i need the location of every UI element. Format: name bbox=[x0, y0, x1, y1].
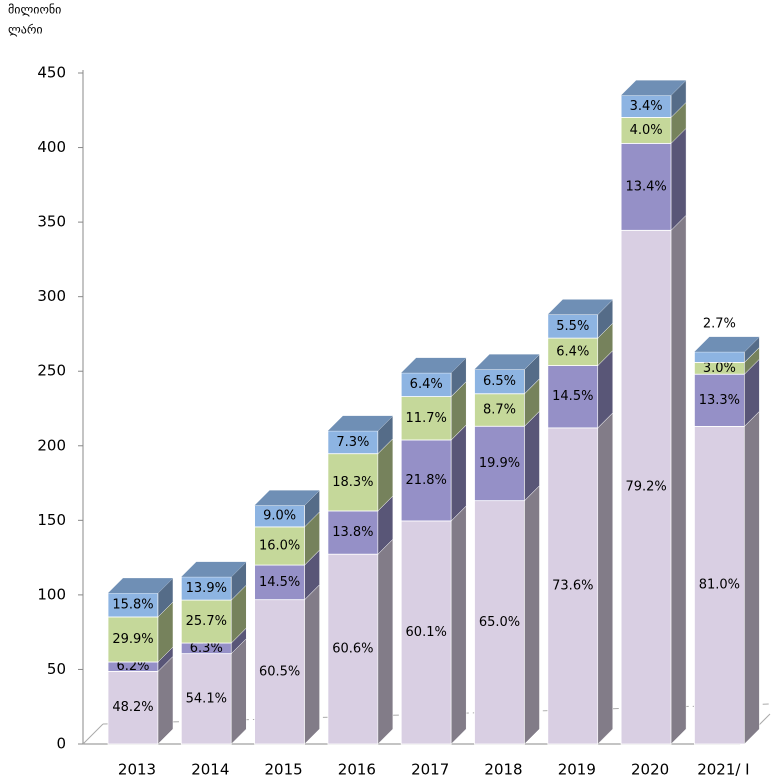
data-label: 29.9% bbox=[112, 632, 153, 647]
data-label: 3.4% bbox=[630, 99, 663, 114]
data-label: 81.0% bbox=[699, 578, 740, 593]
bar-segment bbox=[620, 229, 672, 745]
bar-segment bbox=[694, 425, 745, 745]
data-label: 14.5% bbox=[259, 575, 300, 590]
y-tick-label: 200 bbox=[37, 436, 66, 454]
data-label: 21.8% bbox=[406, 473, 447, 488]
bar-side bbox=[597, 412, 614, 745]
x-tick-label: 2018 bbox=[484, 761, 522, 779]
x-tick-label: 2015 bbox=[265, 761, 303, 779]
data-label: 65.0% bbox=[479, 615, 520, 630]
bar-side bbox=[231, 638, 247, 745]
x-tick-label: 2021/ I bbox=[697, 761, 749, 779]
bar-top bbox=[108, 578, 173, 594]
bar-top bbox=[621, 80, 687, 96]
data-label: 60.1% bbox=[406, 625, 447, 640]
bar-segment bbox=[694, 373, 745, 427]
bar-segment bbox=[254, 599, 306, 745]
x-tick-label: 2019 bbox=[558, 761, 596, 779]
x-tick-label: 2016 bbox=[338, 761, 376, 779]
data-label: 48.2% bbox=[112, 700, 153, 715]
bar-top bbox=[694, 336, 760, 352]
data-label: 14.5% bbox=[552, 389, 593, 404]
bar-segment bbox=[620, 117, 672, 144]
bar-top bbox=[181, 561, 247, 577]
data-label: 13.3% bbox=[699, 393, 740, 408]
bar-segment bbox=[474, 369, 525, 395]
bar-side bbox=[450, 505, 467, 745]
bar-top bbox=[327, 415, 393, 431]
y-tick-label: 350 bbox=[37, 213, 66, 231]
data-label: 8.7% bbox=[483, 402, 516, 417]
x-tick-label: 2017 bbox=[411, 761, 449, 779]
data-label: 13.8% bbox=[332, 525, 373, 540]
x-tick-label: 2014 bbox=[191, 761, 229, 779]
data-label: 7.3% bbox=[336, 435, 369, 450]
data-label: 2.7% bbox=[703, 316, 736, 331]
bar-side bbox=[524, 410, 540, 502]
data-label: 4.0% bbox=[630, 123, 663, 138]
y-tick-label: 250 bbox=[37, 362, 66, 380]
data-label: 6.3% bbox=[190, 641, 223, 656]
y-axis-label: ლარი bbox=[8, 23, 43, 37]
data-label: 54.1% bbox=[186, 691, 227, 706]
data-label: 18.3% bbox=[332, 475, 373, 490]
bar-segment bbox=[547, 427, 599, 745]
data-label: 6.2% bbox=[116, 659, 149, 674]
data-label: 15.8% bbox=[112, 598, 153, 613]
bar-segment bbox=[400, 520, 452, 745]
bar-segment bbox=[694, 351, 745, 363]
floor-edge bbox=[82, 723, 104, 745]
bar-side bbox=[524, 485, 540, 745]
data-label: 60.5% bbox=[259, 664, 300, 679]
bar-top bbox=[547, 299, 613, 315]
data-label: 13.9% bbox=[186, 581, 227, 596]
data-label: 3.0% bbox=[703, 361, 736, 376]
bar-segment bbox=[400, 439, 452, 522]
bar-top bbox=[474, 354, 540, 370]
y-tick-label: 300 bbox=[37, 287, 66, 305]
bar-side bbox=[304, 584, 320, 745]
bar-segment bbox=[474, 500, 525, 745]
bar-side bbox=[744, 410, 760, 745]
bar-side bbox=[450, 424, 467, 522]
bar-side bbox=[670, 127, 687, 231]
data-label: 16.0% bbox=[259, 538, 300, 553]
bar-side bbox=[377, 538, 394, 745]
data-label: 5.5% bbox=[556, 319, 589, 334]
data-label: 6.5% bbox=[483, 374, 516, 389]
y-tick-label: 150 bbox=[37, 511, 66, 529]
data-label: 11.7% bbox=[406, 411, 447, 426]
data-label: 19.9% bbox=[479, 456, 520, 471]
y-tick-label: 0 bbox=[56, 735, 66, 753]
bar-side bbox=[157, 655, 174, 745]
y-tick-label: 400 bbox=[37, 138, 66, 156]
data-label: 60.6% bbox=[332, 642, 373, 657]
bar-top bbox=[401, 357, 467, 373]
data-label: 73.6% bbox=[552, 578, 593, 593]
bar-side bbox=[670, 214, 687, 745]
x-tick-label: 2020 bbox=[631, 761, 669, 779]
bar-top bbox=[254, 490, 320, 506]
data-label: 6.4% bbox=[556, 344, 589, 359]
data-label: 79.2% bbox=[625, 480, 666, 495]
bar-segment bbox=[107, 616, 159, 663]
data-label: 9.0% bbox=[263, 509, 296, 524]
bar-segment bbox=[327, 553, 379, 745]
y-tick-label: 450 bbox=[37, 64, 66, 82]
bar-segment bbox=[254, 526, 306, 566]
bar-segment bbox=[620, 142, 672, 231]
x-tick-label: 2013 bbox=[118, 761, 156, 779]
data-label: 6.4% bbox=[410, 377, 443, 392]
y-axis-label: მილიონი bbox=[8, 3, 61, 17]
y-tick-label: 50 bbox=[47, 660, 66, 678]
y-tick-label: 100 bbox=[37, 585, 66, 603]
data-label: 25.7% bbox=[186, 614, 227, 629]
bar-segment bbox=[547, 337, 599, 366]
data-label: 13.4% bbox=[625, 179, 666, 194]
